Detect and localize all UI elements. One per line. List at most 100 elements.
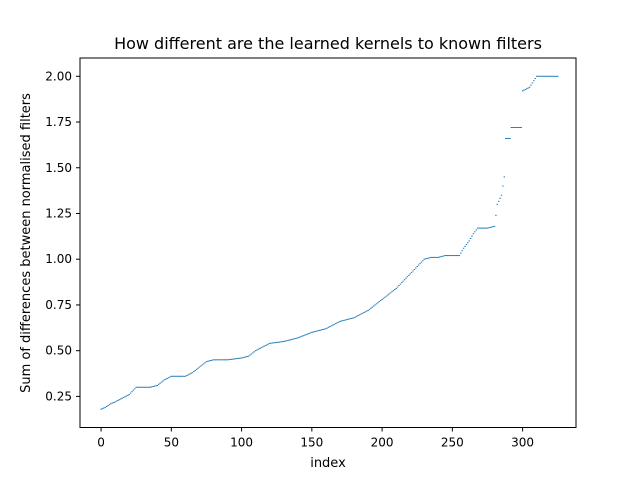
data-point	[429, 257, 431, 259]
data-point	[131, 391, 133, 393]
data-point	[273, 342, 275, 344]
data-point	[118, 399, 121, 401]
y-axis: 0.25 0.50 0.75 1.00 1.25 1.50 1.75 2.00	[45, 69, 80, 403]
data-point	[153, 385, 156, 387]
data-point	[358, 314, 361, 316]
data-point	[197, 367, 199, 369]
data-point	[101, 408, 104, 410]
data-point	[354, 316, 357, 318]
data-point	[557, 75, 559, 77]
data-point	[467, 242, 469, 244]
data-point	[447, 255, 449, 257]
data-point	[305, 334, 307, 336]
data-point	[478, 227, 480, 229]
data-point	[195, 368, 198, 370]
data-point	[225, 359, 227, 361]
data-point	[505, 137, 507, 139]
data-point	[180, 375, 182, 377]
data-point	[350, 317, 352, 319]
x-axis: 0 50 100 150 200 250 300	[97, 427, 534, 450]
data-point	[375, 303, 378, 305]
data-point	[103, 407, 105, 409]
data-point	[235, 358, 237, 360]
data-point	[512, 127, 514, 129]
data-point	[110, 403, 112, 405]
data-point	[301, 335, 303, 337]
data-point	[476, 227, 479, 229]
data-point	[222, 359, 225, 361]
data-point	[533, 80, 535, 82]
data-point	[149, 386, 151, 388]
data-point	[396, 286, 399, 288]
data-point	[292, 338, 295, 340]
data-point	[134, 388, 136, 390]
data-point	[156, 384, 158, 386]
data-point	[548, 75, 551, 77]
data-point	[471, 235, 473, 237]
data-point	[325, 328, 327, 330]
data-point	[298, 336, 300, 338]
data-point	[122, 397, 125, 399]
data-point	[311, 331, 313, 333]
data-points	[100, 75, 559, 410]
data-point	[160, 381, 163, 383]
data-point	[319, 329, 321, 331]
data-point	[111, 402, 114, 404]
data-point	[542, 75, 545, 77]
data-point	[297, 337, 299, 339]
data-point	[108, 404, 111, 406]
data-point	[453, 255, 455, 257]
data-point	[339, 320, 341, 322]
data-point	[384, 296, 386, 298]
data-point	[194, 369, 196, 371]
data-point	[143, 386, 146, 388]
data-point	[409, 273, 411, 275]
data-point	[423, 258, 425, 260]
data-point	[550, 75, 552, 77]
data-point	[457, 255, 459, 257]
data-point	[424, 258, 427, 260]
data-point	[416, 266, 418, 268]
data-point	[332, 324, 334, 326]
data-point	[483, 227, 486, 229]
data-point	[323, 328, 326, 330]
data-point	[340, 320, 343, 322]
data-point	[136, 386, 139, 388]
data-point	[361, 312, 364, 314]
data-point	[489, 226, 491, 228]
data-point	[142, 386, 144, 388]
data-point	[316, 330, 319, 332]
data-point	[540, 75, 542, 77]
data-point	[382, 297, 385, 299]
y-tick-label: 1.25	[45, 206, 72, 220]
data-point	[263, 345, 265, 347]
data-point	[247, 355, 250, 357]
data-point	[344, 319, 347, 321]
data-point	[392, 290, 395, 292]
data-point	[264, 345, 267, 347]
data-point	[252, 352, 254, 354]
data-point	[113, 402, 115, 404]
data-point	[443, 255, 445, 257]
data-point	[253, 351, 255, 353]
data-point	[364, 311, 366, 313]
data-point	[335, 323, 337, 325]
y-tick-label: 1.50	[45, 161, 72, 175]
data-point	[193, 371, 195, 373]
data-point	[177, 375, 180, 377]
data-point	[326, 327, 328, 329]
data-point	[221, 359, 223, 361]
data-point	[378, 301, 380, 303]
data-point	[276, 341, 278, 343]
data-point	[115, 400, 118, 402]
data-point	[419, 263, 421, 265]
data-point	[408, 274, 410, 276]
data-point	[377, 302, 379, 304]
data-point	[520, 127, 522, 129]
data-point	[260, 347, 262, 349]
data-point	[124, 396, 126, 398]
data-point	[259, 347, 261, 349]
data-point	[107, 405, 109, 407]
data-point	[238, 357, 240, 359]
data-point	[105, 405, 108, 407]
